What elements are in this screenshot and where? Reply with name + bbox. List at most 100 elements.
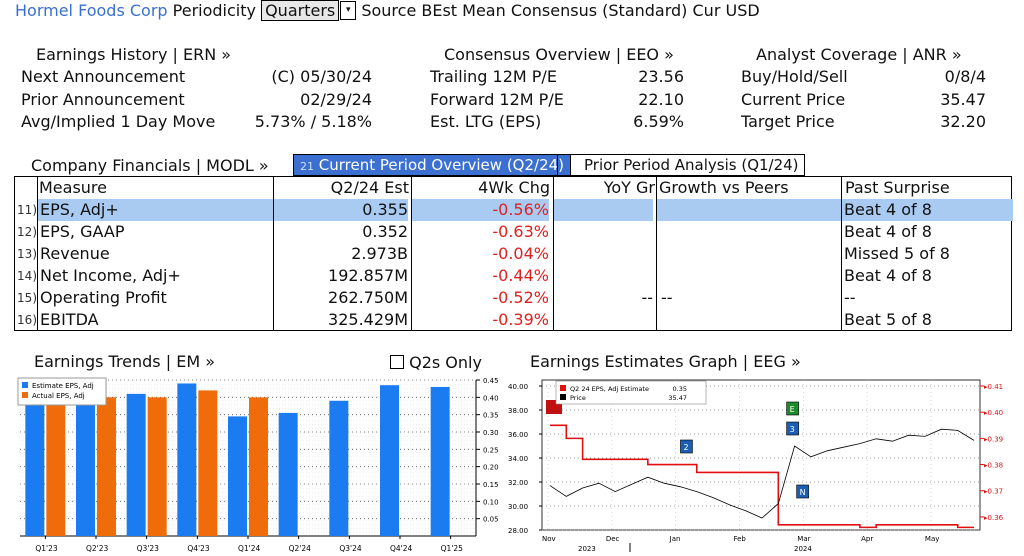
y-tick-label: 0.45 <box>483 377 499 385</box>
estimate-cell[interactable]: 0.355 <box>274 199 408 221</box>
financials-table: Measure Q2/24 Est 4Wk Chg YoY Gr Growth … <box>14 176 1013 331</box>
checkbox-box-icon[interactable] <box>390 355 404 369</box>
col-header-measure[interactable]: Measure <box>39 178 107 197</box>
table-row[interactable]: 13) Revenue 2.973B -0.04% Missed 5 of 8 <box>15 243 1011 265</box>
estimate-cell[interactable]: 325.429M <box>328 310 408 329</box>
measure-cell[interactable]: Revenue <box>40 244 110 263</box>
table-row[interactable]: 16) EBITDA 325.429M -0.39% Beat 5 of 8 <box>15 309 1011 331</box>
dropdown-arrow-icon[interactable]: ▾ <box>340 1 357 20</box>
x-tick-label: Q3'23 <box>137 544 160 553</box>
yoy-cell[interactable] <box>554 243 653 265</box>
left-y-tick-label: 36.00 <box>508 431 528 439</box>
measure-cell[interactable]: EBITDA <box>40 310 99 329</box>
col-header-peers[interactable]: Growth vs Peers <box>659 178 789 197</box>
surprise-cell[interactable]: Beat 4 of 8 <box>844 222 932 241</box>
left-y-tick-label: 30.00 <box>508 503 528 511</box>
measure-cell[interactable]: EPS, GAAP <box>40 222 125 241</box>
legend-swatch <box>22 392 28 398</box>
x-tick-label: Feb <box>733 535 746 543</box>
yoy-cell[interactable]: -- <box>641 288 653 307</box>
yoy-cell[interactable] <box>554 265 653 287</box>
change-cell[interactable]: -0.04% <box>492 244 549 263</box>
col-header-yoy[interactable]: YoY Gr <box>603 178 655 197</box>
table-row[interactable]: 14) Net Income, Adj+ 192.857M -0.44% Beat 4 … <box>15 265 1011 287</box>
x-tick-label: Q1'25 <box>441 544 464 553</box>
implied-move-value: 5.73% / 5.18% <box>254 112 372 131</box>
x-tick-label: Q2'23 <box>86 544 109 553</box>
yoy-cell[interactable] <box>554 199 653 221</box>
q2s-only-checkbox[interactable]: Q2s Only <box>390 353 482 372</box>
measure-cell[interactable]: Net Income, Adj+ <box>40 266 181 285</box>
analyst-label-0: Buy/Hold/Sell <box>741 67 848 86</box>
peers-cell[interactable] <box>657 265 844 287</box>
company-name[interactable]: Hormel Foods Corp <box>15 1 168 20</box>
legend-swatch <box>560 394 566 400</box>
financials-title[interactable]: Company Financials | MODL » <box>31 156 269 175</box>
change-cell[interactable]: -0.39% <box>492 310 549 329</box>
yoy-cell[interactable] <box>554 221 653 243</box>
source-text: Source BEst Mean Consensus (Standard) Cu… <box>361 1 760 20</box>
left-y-tick-label: 34.00 <box>508 455 528 463</box>
estimate-cell[interactable]: 192.857M <box>328 266 408 285</box>
change-cell[interactable]: -0.56% <box>412 199 549 221</box>
measure-cell[interactable]: EPS, Adj+ <box>38 199 275 221</box>
surprise-cell[interactable]: Beat 4 of 8 <box>842 199 1013 221</box>
change-cell[interactable]: -0.44% <box>492 266 549 285</box>
col-header-chg[interactable]: 4Wk Chg <box>478 178 550 197</box>
col-header-surprise[interactable]: Past Surprise <box>845 178 950 197</box>
x-tick-label: Apr <box>861 535 873 543</box>
estimate-cell[interactable]: 262.750M <box>328 288 408 307</box>
table-row[interactable]: 12) EPS, GAAP 0.352 -0.63% Beat 4 of 8 <box>15 221 1011 243</box>
event-marker-label: N <box>800 488 806 497</box>
tab-index: 21 <box>300 160 314 173</box>
x-tick-label: Q3'24 <box>339 544 362 553</box>
periodicity-select[interactable]: Quarters <box>261 0 340 21</box>
surprise-cell[interactable]: Beat 5 of 8 <box>844 310 932 329</box>
actual-bar <box>46 393 66 536</box>
table-row[interactable]: 15) Operating Profit 262.750M -0.52% -- -- -- <box>15 287 1011 309</box>
col-header-est[interactable]: Q2/24 Est <box>330 178 409 197</box>
surprise-cell[interactable]: Missed 5 of 8 <box>844 244 950 263</box>
tab-current-period[interactable]: 21 Current Period Overview (Q2/24) <box>293 154 572 176</box>
legend-box <box>555 380 707 405</box>
analyst-title[interactable]: Analyst Coverage | ANR » <box>756 45 962 64</box>
earnings-trends-chart: 0.45 0.40 0.35 0.30 0.25 0.20 0.15 0.10 0.05 Q1'2… <box>14 372 500 556</box>
yoy-cell[interactable] <box>554 309 653 331</box>
right-y-tick-label: ▸0.38 <box>984 462 1003 470</box>
surprise-cell[interactable]: Beat 4 of 8 <box>844 266 932 285</box>
estimate-cell[interactable]: 2.973B <box>351 244 408 263</box>
earnings-history-title[interactable]: Earnings History | ERN » <box>36 45 232 64</box>
change-cell[interactable]: -0.63% <box>492 222 549 241</box>
estimate-bar <box>126 393 146 536</box>
measure-cell[interactable]: Operating Profit <box>40 288 167 307</box>
estimate-bar <box>228 416 247 536</box>
left-y-tick-label: 38.00 <box>508 407 528 415</box>
right-y-tick-label: ▸0.41 <box>984 383 1003 391</box>
estimate-cell[interactable]: 0.352 <box>362 222 408 241</box>
event-marker <box>680 439 693 454</box>
y-tick-label: 0.10 <box>483 498 499 506</box>
x-year-label: 2024 <box>794 545 812 553</box>
row-index: 15) <box>17 291 37 305</box>
table-row[interactable]: 11) EPS, Adj+ 0.355 -0.56% Beat 4 of 8 <box>15 199 1013 221</box>
peers-cell[interactable] <box>657 199 844 221</box>
actual-bar <box>97 397 116 536</box>
peers-cell[interactable]: -- <box>661 288 673 307</box>
target-price-value: 32.20 <box>940 112 986 131</box>
peers-cell[interactable] <box>657 221 844 243</box>
consensus-title[interactable]: Consensus Overview | EEO » <box>444 45 674 64</box>
estimate-line <box>550 424 974 529</box>
tab-prior-period[interactable]: Prior Period Analysis (Q1/24) <box>557 154 805 176</box>
trends-title[interactable]: Earnings Trends | EM » <box>34 352 215 371</box>
estimates-graph-title[interactable]: Earnings Estimates Graph | EEG » <box>530 352 801 371</box>
tab-current-period-label: Current Period Overview (Q2/24) <box>318 156 565 174</box>
surprise-cell[interactable]: -- <box>844 288 856 307</box>
periodicity-label: Periodicity <box>172 1 256 20</box>
left-y-tick-label: 28.00 <box>508 527 528 535</box>
change-cell[interactable]: -0.52% <box>492 288 549 307</box>
peers-cell[interactable] <box>657 309 844 331</box>
event-marker-label: 2 <box>683 443 688 452</box>
peers-cell[interactable] <box>657 243 844 265</box>
x-tick-label: Dec <box>606 535 620 543</box>
trailing-pe-value: 23.56 <box>638 67 684 86</box>
